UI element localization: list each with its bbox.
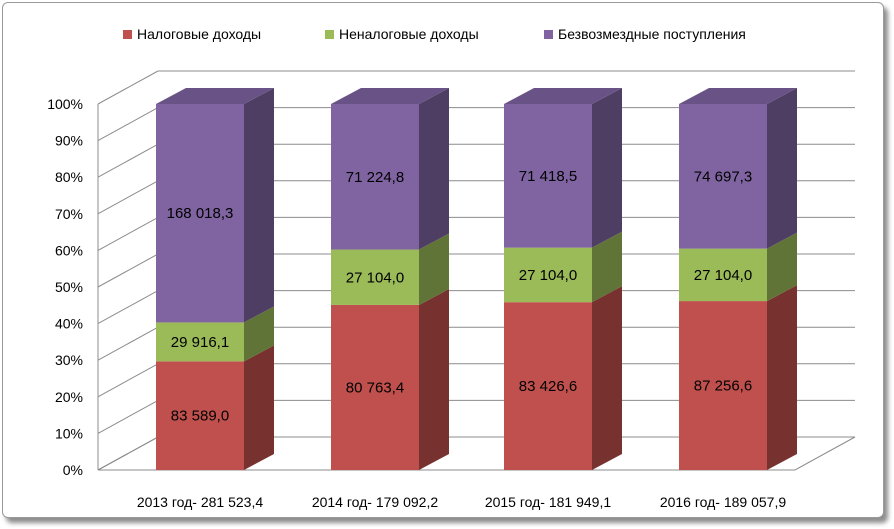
data-label: 168 018,3 — [167, 205, 234, 222]
y-tick-label: 50% — [55, 279, 83, 295]
bar-stack: 87 256,6 27 104,0 74 697,3 — [679, 88, 797, 470]
data-label: 87 256,6 — [694, 378, 752, 395]
y-tick-label: 80% — [55, 169, 83, 185]
bar-segment-side — [592, 286, 622, 470]
side-wall-line — [97, 216, 159, 251]
data-label: 27 104,0 — [519, 267, 577, 284]
bar-segment — [679, 248, 767, 302]
bar-segment-top — [504, 88, 622, 104]
bar-segment — [331, 304, 419, 470]
x-category-label: 2015 год- 181 949,1 — [485, 494, 612, 510]
legend-item: Налоговые доходы — [123, 26, 261, 42]
bar-stack: 80 763,4 27 104,0 71 224,8 — [331, 88, 449, 470]
y-tick-label: 100% — [47, 96, 83, 112]
y-tick-label: 10% — [55, 425, 83, 441]
legend-label: Безвозмездные поступления — [558, 26, 746, 42]
bar-segment-side — [419, 233, 449, 305]
data-label: 71 224,8 — [346, 169, 404, 186]
stacked-bar-chart: 0% 10% 20% 30% 40% 50% 60% 70% 80% 90% 100% 83 589,… — [47, 26, 856, 510]
data-label: 80 763,4 — [346, 379, 404, 396]
side-wall-line — [97, 363, 159, 398]
legend-item: Неналоговые доходы — [325, 26, 479, 42]
side-wall-line — [97, 70, 159, 105]
data-label: 27 104,0 — [346, 269, 404, 286]
bar-segment — [331, 104, 419, 250]
side-wall-line — [97, 253, 159, 288]
bar-segment — [504, 247, 592, 303]
bar-segment-side — [767, 88, 797, 249]
bar-segment — [156, 361, 244, 470]
bar-segment-side — [592, 88, 622, 248]
y-tick-label: 40% — [55, 316, 83, 332]
bar-segment — [679, 104, 767, 249]
bar-segment-side — [767, 285, 797, 470]
x-category-label: 2013 год- 281 523,4 — [137, 494, 264, 510]
side-wall-line — [97, 107, 159, 142]
bar-segment-side — [767, 232, 797, 302]
y-tick-label: 20% — [55, 389, 83, 405]
side-wall-line — [97, 290, 159, 325]
bar-segment-side — [244, 88, 274, 323]
side-wall-line — [97, 399, 159, 434]
bar-segment-side — [244, 306, 274, 362]
legend-label: Неналоговые доходы — [339, 26, 479, 42]
data-label: 27 104,0 — [694, 267, 752, 284]
bar-segment-side — [592, 231, 622, 303]
legend: Налоговые доходы Неналоговые доходы Безвоз… — [123, 26, 746, 42]
bar-segment-top — [156, 88, 274, 104]
bar-stack: 83 426,6 27 104,0 71 418,5 — [504, 88, 622, 470]
y-tick-label: 90% — [55, 133, 83, 149]
bar-segment-side — [419, 88, 449, 250]
y-tick-label: 60% — [55, 242, 83, 258]
side-wall-line — [97, 326, 159, 361]
bar-segment-side — [419, 288, 449, 470]
bar-segment — [679, 301, 767, 470]
bars: 83 589,0 29 916,1 168 018,3 2013 год- 281 5… — [137, 88, 797, 510]
data-label: 83 589,0 — [171, 408, 229, 425]
bar-segment-top — [679, 88, 797, 104]
bar-segment-top — [331, 88, 449, 104]
bar-segment-side — [244, 345, 274, 470]
y-tick-label: 0% — [63, 462, 83, 478]
x-category-label: 2014 год- 179 092,2 — [312, 494, 439, 510]
side-wall-line — [97, 180, 159, 215]
data-label: 74 697,3 — [694, 168, 752, 185]
legend-swatch — [544, 30, 553, 39]
legend-swatch — [123, 30, 132, 39]
legend-item: Безвозмездные поступления — [544, 26, 746, 42]
x-category-label: 2016 год- 189 057,9 — [660, 494, 787, 510]
bar-stack: 83 589,0 29 916,1 168 018,3 — [156, 88, 274, 470]
y-tick-label: 30% — [55, 352, 83, 368]
bar-segment — [504, 104, 592, 248]
data-label: 29 916,1 — [171, 334, 229, 351]
bar-segment — [331, 249, 419, 305]
chart-frame: 0% 10% 20% 30% 40% 50% 60% 70% 80% 90% 100% 83 589,… — [2, 2, 884, 518]
bar-segment — [156, 104, 244, 323]
data-label: 71 418,5 — [519, 168, 577, 185]
data-label: 83 426,6 — [519, 378, 577, 395]
legend-swatch — [325, 30, 334, 39]
bar-segment — [156, 322, 244, 362]
legend-label: Налоговые доходы — [137, 26, 261, 42]
y-axis-ticks: 0% 10% 20% 30% 40% 50% 60% 70% 80% 90% 100% — [47, 96, 83, 478]
bar-segment — [504, 302, 592, 470]
y-tick-label: 70% — [55, 206, 83, 222]
side-wall-line — [97, 143, 159, 178]
